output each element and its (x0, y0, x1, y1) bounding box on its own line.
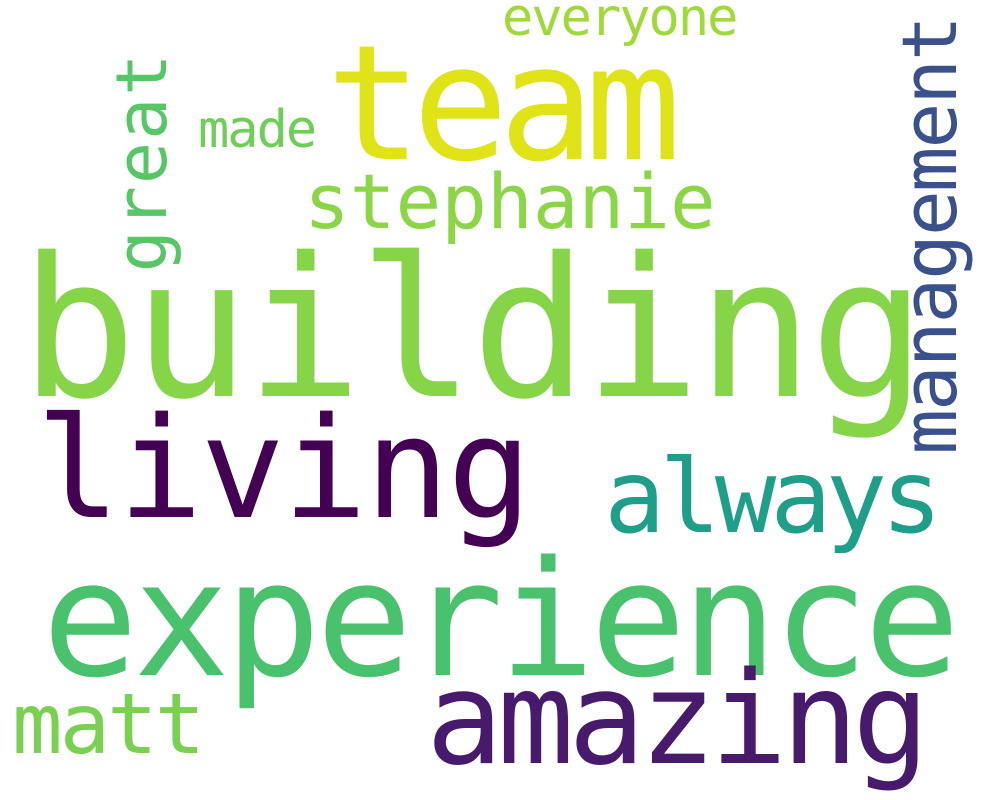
word-matt: matt (12, 675, 205, 773)
word-building: building (20, 216, 926, 442)
word-great: great (101, 51, 183, 273)
word-made: made (198, 100, 317, 160)
word-everyone: everyone (502, 0, 738, 48)
word-team: team (326, 10, 681, 197)
word-stephanie: stephanie (304, 157, 716, 246)
word-always: always (604, 438, 942, 557)
word-living: living (36, 388, 532, 551)
word-amazing: amazing (426, 645, 929, 794)
word-experience: experience (42, 526, 960, 713)
word-management: management (885, 17, 974, 455)
